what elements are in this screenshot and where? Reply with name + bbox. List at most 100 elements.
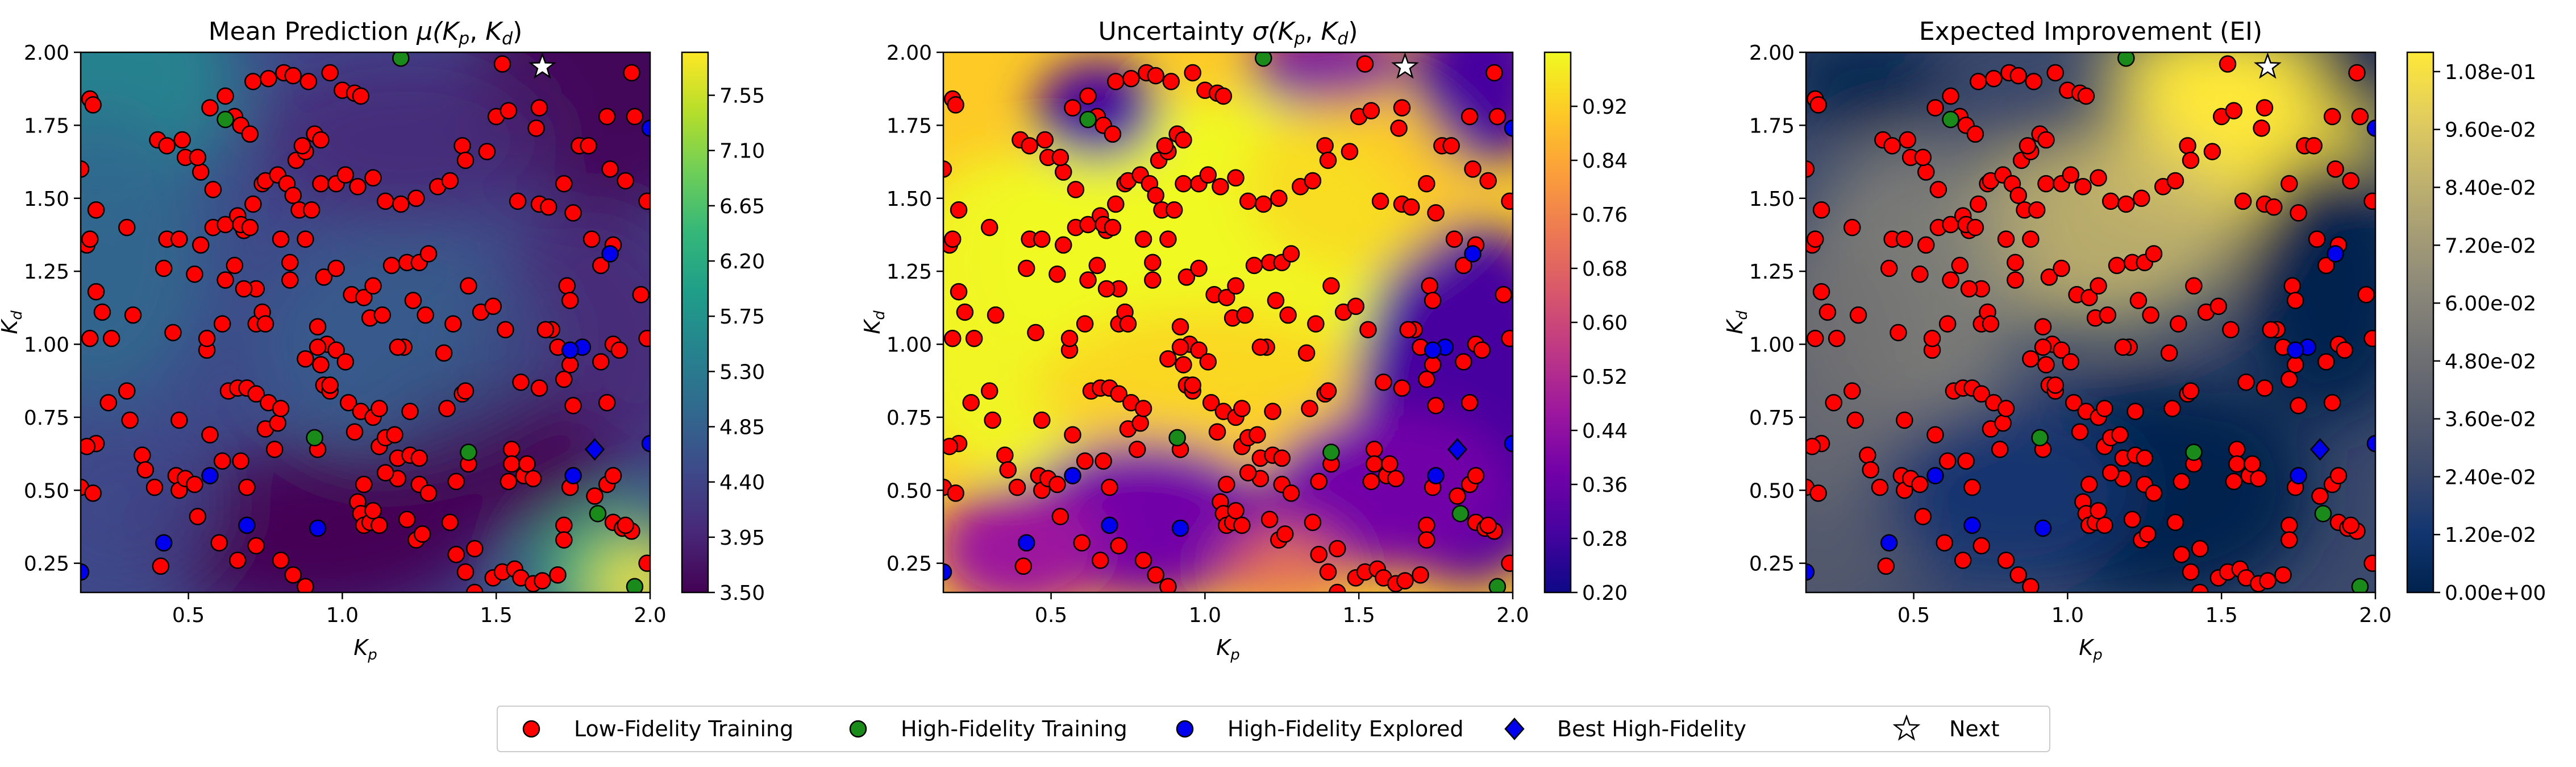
low-fidelity-point [2225,102,2243,119]
low-fidelity-point [2249,470,2267,487]
low-fidelity-point [2191,540,2209,558]
low-fidelity-point [1896,230,1913,248]
low-fidelity-point [1310,545,1328,563]
colorbar-tick-label: 0.76 [1582,204,1628,227]
x-tick-label: 1.5 [1343,604,1375,627]
plot-frame [942,51,1514,594]
low-fidelity-point [1073,534,1091,552]
low-fidelity-point [170,230,188,248]
low-fidelity-point [1218,475,1235,494]
low-fidelity-point [228,552,247,569]
low-fidelity-point [1846,411,1864,429]
low-fidelity-point [2096,400,2113,417]
low-fidelity-point [2090,501,2107,520]
low-fidelity-point [1970,195,1987,213]
low-fidelity-point [947,96,964,114]
low-fidelity-point [1985,69,2003,88]
low-fidelity-point [2228,441,2246,458]
low-fidelity-point [2357,285,2375,304]
low-fidelity-point [592,256,610,275]
colorbar-tick-label: 8.40e-02 [2445,177,2536,200]
low-fidelity-point [1957,452,1975,470]
low-fidelity-point [1095,452,1112,470]
low-fidelity-point [376,192,394,210]
low-fidelity-point [2046,376,2064,394]
low-fidelity-point [217,271,234,289]
low-fidelity-point [1424,292,1442,309]
low-fidelity-point [2136,449,2154,467]
low-fidelity-point [364,277,382,295]
high-fidelity-training-point [1488,578,1507,592]
x-axis-label: Kp [353,635,377,664]
low-fidelity-point [2034,338,2052,356]
low-fidelity-point [371,400,388,417]
low-fidelity-point [1424,356,1442,374]
low-fidelity-point [364,169,382,187]
y-tick-label: 1.50 [1749,188,1795,211]
low-fidelity-point [272,400,290,417]
low-fidelity-point [1134,400,1152,417]
high-fidelity-explored-point [155,534,173,552]
low-fidelity-point [170,411,188,429]
low-fidelity-point [2022,578,2040,592]
colorbar-tick-label: 0.92 [1582,96,1628,119]
colorbar-tick-label: 4.80e-02 [2445,350,2536,374]
low-fidelity-point [1202,393,1220,412]
low-fidelity-point [1938,452,1957,470]
low-fidelity-point [604,467,622,484]
colorbar-tick-label: 7.20e-02 [2445,234,2536,258]
low-fidelity-point [962,393,980,412]
colorbar-tick-label: 0.68 [1582,258,1628,281]
low-fidelity-point [2179,137,2196,155]
low-fidelity-point [238,478,256,496]
low-fidelity-point [564,204,582,222]
low-fidelity-point [1267,292,1285,309]
high-fidelity-training-point [460,443,477,461]
low-fidelity-point [2037,175,2055,193]
low-fidelity-point [413,525,431,543]
low-fidelity-point [2255,99,2274,117]
low-fidelity-point [2077,87,2095,105]
low-fidelity-point [1147,67,1164,85]
low-fidelity-point [1455,353,1472,371]
low-fidelity-point [1171,318,1189,335]
low-fidelity-point [1994,414,2012,432]
high-fidelity-explored-point [1064,467,1081,484]
colorbar-tick-label: 4.40 [719,471,765,495]
low-fidelity-point [2363,192,2375,210]
high-fidelity-training-point [1322,443,1340,461]
low-fidelity-point [1190,259,1208,277]
low-fidelity-point [121,411,139,429]
legend-label: High-Fidelity Explored [1227,716,1464,741]
low-fidelity-point [950,283,968,301]
low-fidelity-point [1880,259,1898,277]
best-high-fidelity-marker [2309,438,2331,461]
x-tick-label: 0.5 [1897,604,1930,627]
high-fidelity-training-point [1942,110,1959,128]
low-fidelity-point [226,256,244,275]
y-tick-label: 1.75 [887,114,932,138]
low-fidelity-point [2166,513,2184,532]
low-fidelity-point [189,148,207,167]
next-point-star [1391,52,1419,79]
high-fidelity-training-point [1079,110,1097,128]
low-fidelity-point [1442,137,1460,155]
low-fidelity-point [336,353,355,371]
low-fidelity-point [247,537,265,555]
low-fidelity-point [1926,99,1944,117]
high-fidelity-explored-point [309,519,327,537]
low-fidelity-point [1175,356,1192,374]
low-fidelity-point [241,218,259,237]
low-fidelity-point [623,64,640,82]
low-fidelity-point [217,87,234,105]
low-fidelity-point [2080,475,2098,494]
low-fidelity-point [1849,306,1867,324]
low-fidelity-point [1366,455,1383,473]
low-fidelity-point [598,393,616,412]
low-fidelity-point [456,151,475,169]
low-fidelity-point [1914,148,1932,167]
low-fidelity-point [1282,484,1300,502]
low-fidelity-point [1329,583,1346,592]
low-fidelity-point [2228,455,2246,473]
